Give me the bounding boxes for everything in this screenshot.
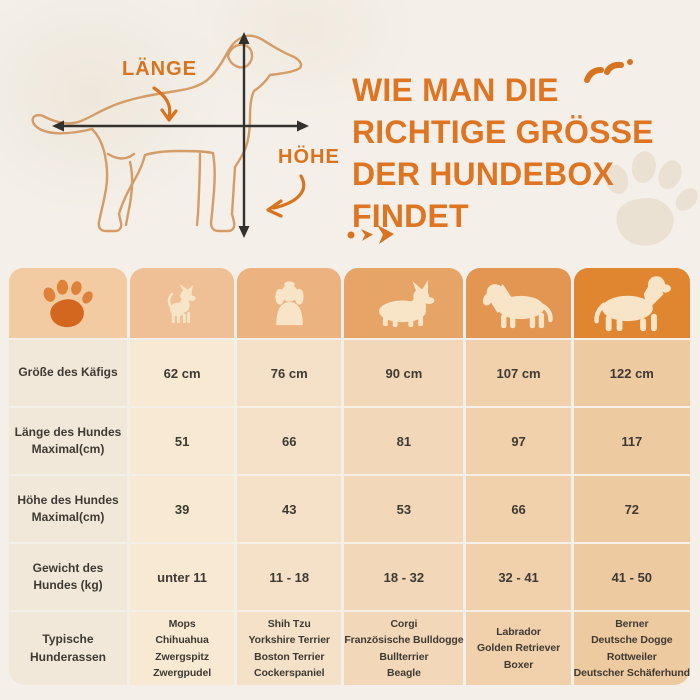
value-cell: 39	[130, 476, 235, 542]
hoehe-pointer-arrow	[266, 174, 306, 218]
value-cell: 72	[573, 476, 690, 542]
header-cell-size-5	[573, 268, 690, 338]
shih-tzu-silhouette-icon	[275, 281, 304, 326]
dog-size-table: Größe des Käfigs 62 cm 76 cm 90 cm 107 c…	[9, 268, 690, 685]
corgi-silhouette-icon	[379, 279, 435, 327]
value-cell: 117	[573, 408, 690, 474]
page-title: WIE MAN DIE RICHTIGE GRÖSSE DER HUNDEBOX…	[352, 72, 654, 234]
hoehe-label: HÖHE	[278, 146, 340, 168]
value-cell: 32 - 41	[466, 544, 571, 610]
row-label-cage-size: Größe des Käfigs	[9, 340, 127, 406]
value-cell: 97	[466, 408, 571, 474]
laenge-pointer-arrow	[152, 86, 178, 122]
decorative-chevrons-icon	[347, 225, 394, 244]
value-cell: 51	[130, 408, 235, 474]
value-cell: 62 cm	[130, 340, 235, 406]
laenge-label: LÄNGE	[122, 58, 197, 80]
value-cell: 107 cm	[466, 340, 571, 406]
value-cell: 18 - 32	[344, 544, 464, 610]
breeds-cell: Shih Tzu Yorkshire Terrier Boston Terrie…	[237, 612, 342, 685]
header-cell-size-2	[237, 268, 342, 338]
paw-watermark-icon	[605, 151, 698, 246]
value-cell: 122 cm	[573, 340, 690, 406]
header-cell-paw	[9, 268, 127, 338]
value-cell: 66	[237, 408, 342, 474]
value-cell: 41 - 50	[573, 544, 690, 610]
length-measure-arrow	[52, 120, 309, 132]
berner-silhouette-icon	[594, 276, 671, 332]
header-cell-size-4	[466, 268, 571, 338]
row-label-dog-length: Länge des Hundes Maximal(cm)	[9, 408, 127, 474]
retriever-silhouette-icon	[482, 284, 553, 329]
value-cell: 76 cm	[237, 340, 342, 406]
row-label-dog-height: Höhe des Hundes Maximal(cm)	[9, 476, 127, 542]
chihuahua-silhouette-icon	[167, 283, 196, 323]
breeds-cell: Berner Deutsche Dogge Rottweiler Deutsch…	[573, 612, 690, 685]
header-cell-size-1	[130, 268, 235, 338]
value-cell: unter 11	[130, 544, 235, 610]
breeds-cell: Labrador Golden Retriever Boxer	[466, 612, 571, 685]
value-cell: 66	[466, 476, 571, 542]
value-cell: 53	[344, 476, 464, 542]
height-measure-arrow	[238, 32, 250, 238]
row-label-dog-weight: Gewicht des Hundes (kg)	[9, 544, 127, 610]
value-cell: 11 - 18	[237, 544, 342, 610]
dog-measurement-diagram	[31, 32, 309, 238]
value-cell: 81	[344, 408, 464, 474]
value-cell: 43	[237, 476, 342, 542]
value-cell: 90 cm	[344, 340, 464, 406]
header-cell-size-3	[344, 268, 464, 338]
breeds-cell: Mops Chihuahua Zwergspitz Zwergpudel	[130, 612, 235, 685]
row-label-typical-breeds: Typische Hunderassen	[9, 612, 127, 685]
paw-icon	[43, 279, 93, 328]
breeds-cell: Corgi Französische Bulldogge Bullterrier…	[344, 612, 464, 685]
decorative-strokes-icon	[584, 59, 633, 83]
